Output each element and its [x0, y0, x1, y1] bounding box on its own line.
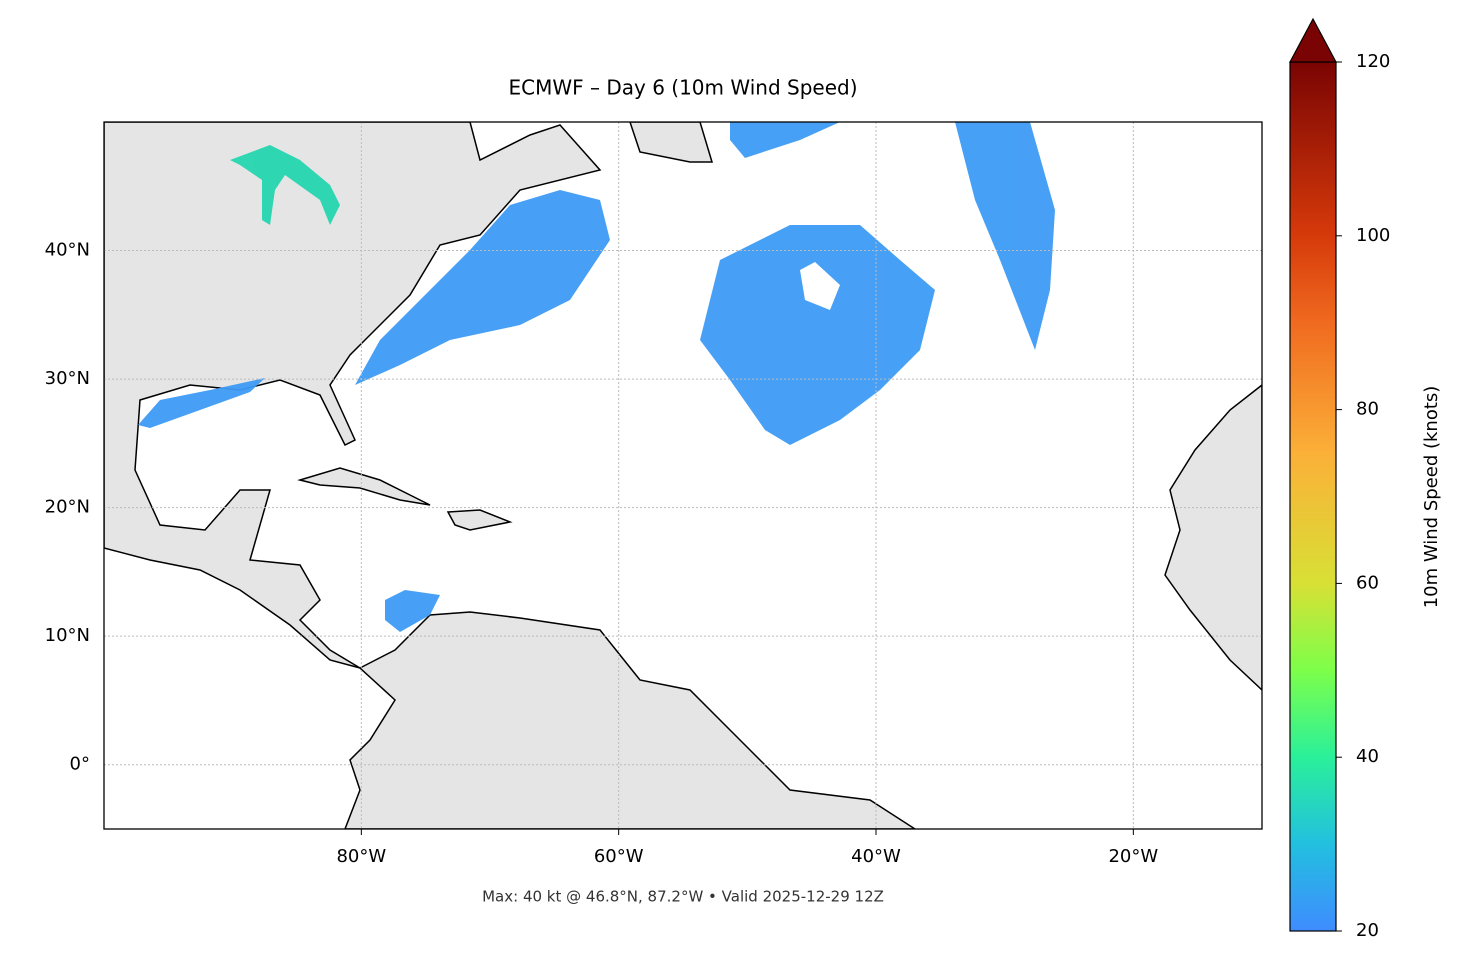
newfoundland [629, 122, 714, 163]
colorbar [1289, 61, 1337, 932]
cuba [297, 467, 431, 506]
colorbar-tick-label: 100 [1356, 225, 1390, 246]
hispaniola [446, 509, 513, 531]
note: Max: 40 kt @ 46.8°N, 87.2°W • Valid 2025… [482, 888, 884, 906]
map-layer [104, 122, 1262, 829]
map-title: ECMWF – Day 6 (10m Wind Speed) [509, 76, 858, 100]
colorbar-tick-label: 60 [1356, 572, 1379, 593]
y-tick-label: 20°N [45, 497, 90, 518]
wind-swath [355, 190, 610, 385]
colorbar-label: 10m Wind Speed (knots) [1421, 386, 1442, 609]
wind-swath [138, 378, 265, 428]
wind-swath [385, 590, 440, 632]
colorbar-tick-label: 40 [1356, 746, 1379, 767]
colorbar-tick-label: 120 [1356, 51, 1390, 72]
africa [1164, 384, 1262, 692]
axes: 80°W 60°W 40°W 20°W 0° 10°N 20°N 30°N 40°N [45, 240, 1159, 867]
wind-swath [230, 145, 340, 225]
map-frame [103, 121, 1263, 830]
colorbar-extend [1288, 17, 1338, 63]
y-tick-label: 10°N [45, 625, 90, 646]
x-tick-label: 60°W [594, 846, 644, 867]
north-america [104, 122, 602, 669]
x-tick-label: 80°W [336, 846, 386, 867]
x-tick-label: 40°W [851, 846, 901, 867]
y-tick-label: 0° [70, 754, 90, 775]
y-tick-label: 30°N [45, 368, 90, 389]
x-tick-label: 20°W [1108, 846, 1158, 867]
grid [104, 122, 1262, 829]
colorbar-tick-label: 80 [1356, 399, 1379, 420]
wind-swath [955, 122, 1055, 350]
colorbar-tick-label: 20 [1356, 920, 1379, 941]
land [104, 122, 1262, 829]
wind-swath [730, 122, 840, 158]
y-tick-label: 40°N [45, 240, 90, 261]
